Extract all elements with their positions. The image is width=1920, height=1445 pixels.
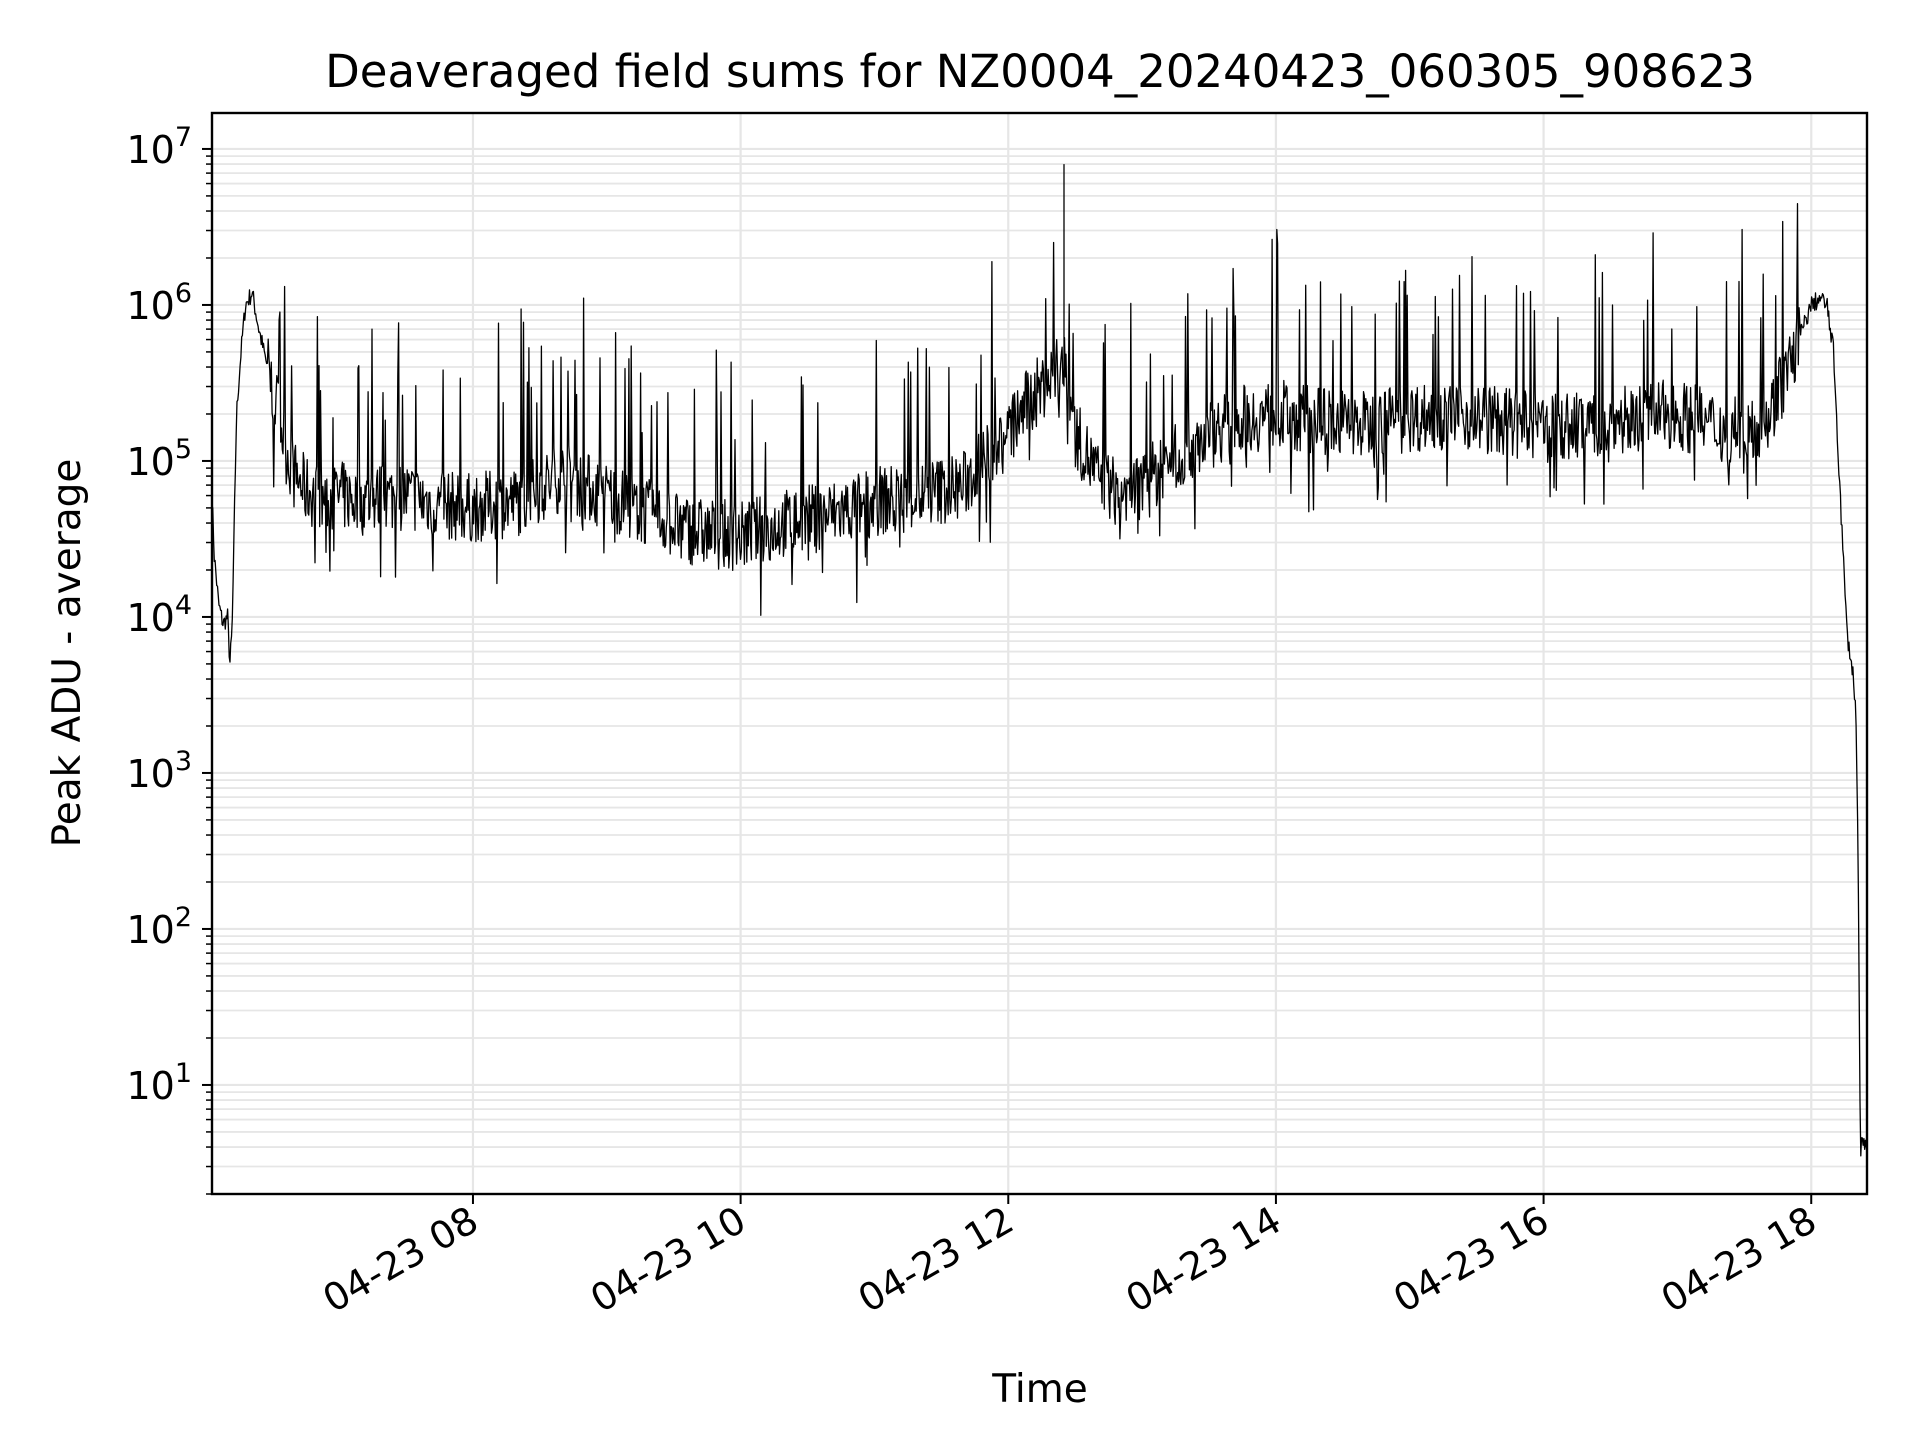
y-tick-label: 107 — [126, 122, 192, 172]
y-axis-label: Peak ADU - average — [45, 459, 90, 848]
grid-lines — [212, 113, 1867, 1195]
y-tick-label: 104 — [126, 590, 192, 640]
y-tick-label: 101 — [126, 1058, 192, 1108]
y-tick-label: 103 — [126, 746, 192, 796]
series-layer — [211, 164, 1867, 1157]
y-tick-label: 105 — [126, 434, 192, 484]
plot-frame — [210, 111, 1869, 1196]
y-tick-label: 106 — [126, 278, 192, 328]
y-tick-label: 102 — [126, 902, 192, 952]
series-line — [211, 164, 1867, 1157]
chart-title: Deaveraged field sums for NZ0004_2024042… — [325, 45, 1755, 98]
x-axis-label: Time — [991, 1367, 1087, 1412]
